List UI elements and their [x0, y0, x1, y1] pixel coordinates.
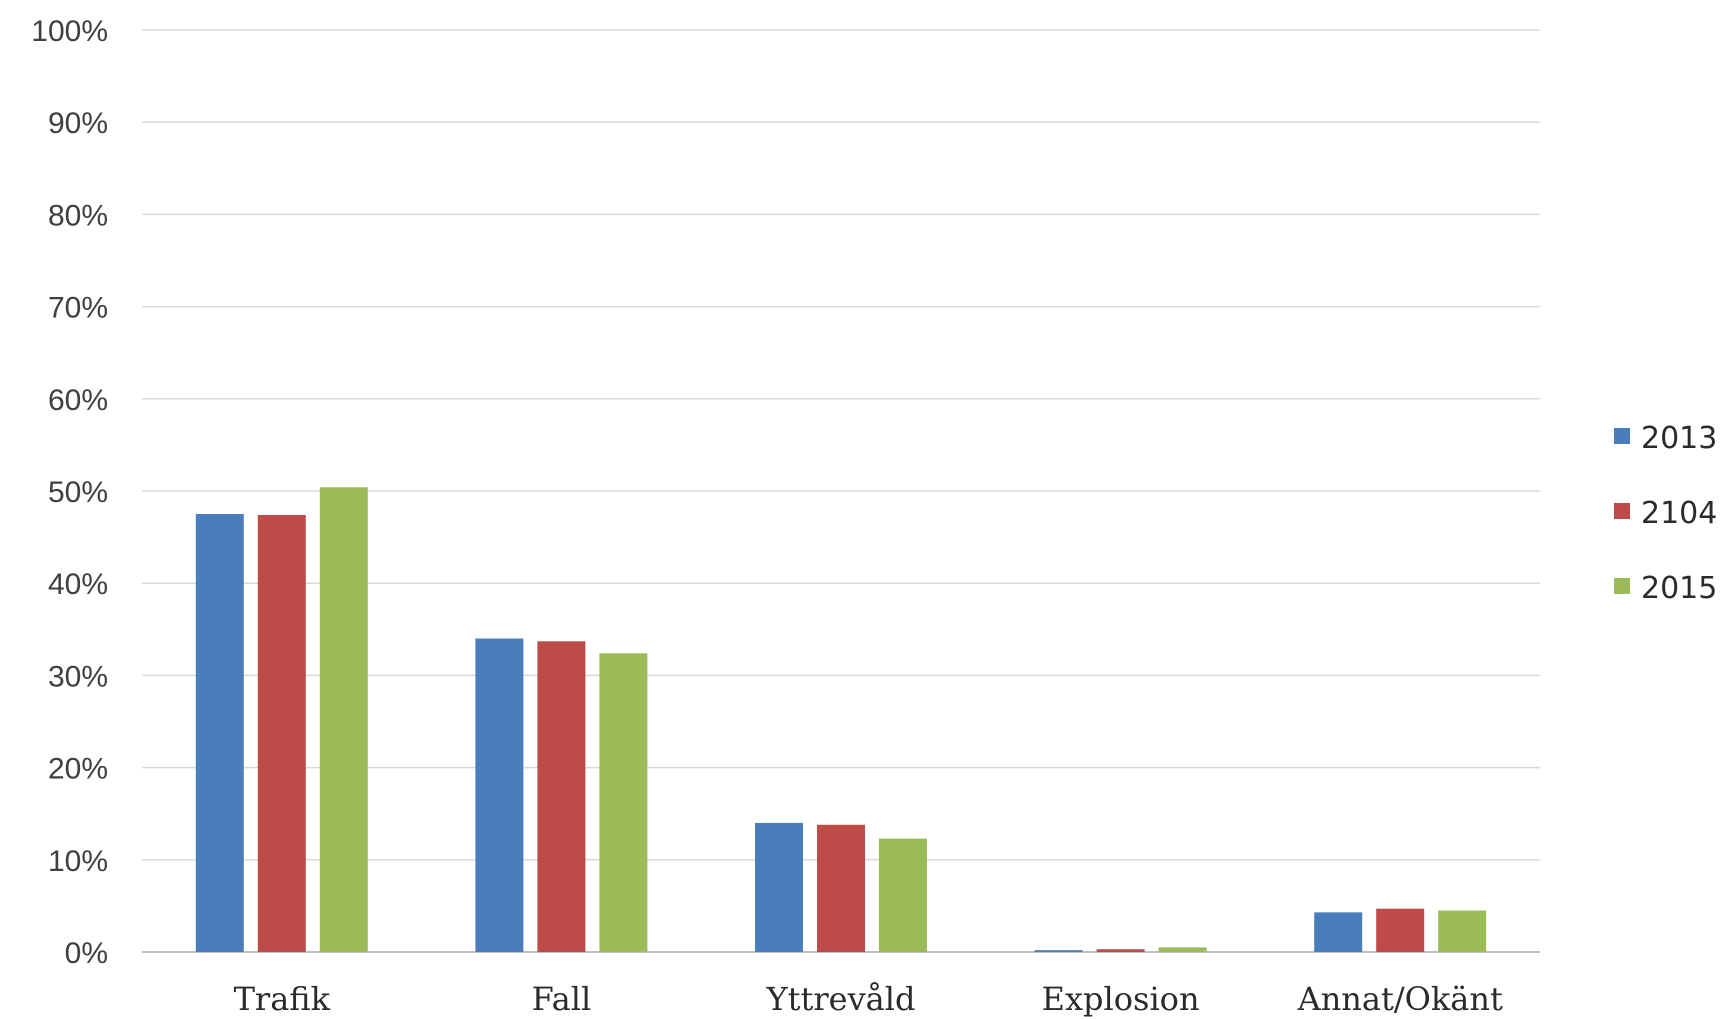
legend-item-2013: 2013 [1614, 421, 1717, 456]
bar-2013-yttrev-ld [755, 822, 803, 952]
y-tick-label: 20% [48, 753, 108, 786]
bars [195, 487, 1487, 952]
bar-2104-annat-ok-nt [1376, 908, 1425, 952]
x-tick-label: Annat/Okänt [1297, 980, 1503, 1018]
y-tick-label: 100% [31, 15, 108, 48]
bar-2104-yttrev-ld [817, 824, 865, 952]
legend-item-2104: 2104 [1614, 496, 1717, 531]
x-tick-label: Fall [532, 980, 592, 1018]
bar-2013-explosion [1034, 950, 1083, 952]
bar-2104-fall [537, 641, 586, 952]
y-tick-label: 50% [48, 476, 108, 509]
legend-item-2015: 2015 [1614, 571, 1717, 606]
legend: 2013 2104 2015 [1614, 421, 1717, 606]
legend-swatch [1614, 503, 1630, 519]
bar-2013-annat-ok-nt [1314, 912, 1363, 952]
y-tick-label: 70% [48, 292, 108, 325]
bar-2015-trafik [319, 487, 368, 952]
x-tick-label: Explosion [1042, 980, 1200, 1018]
y-tick-label: 80% [48, 199, 108, 232]
y-tick-label: 10% [48, 845, 108, 878]
bar-2015-yttrev-ld [879, 838, 927, 952]
y-tick-label: 30% [48, 660, 108, 693]
y-tick-label: 90% [48, 107, 108, 140]
legend-label: 2013 [1641, 421, 1717, 456]
legend-swatch [1614, 428, 1630, 444]
y-tick-label: 60% [48, 384, 108, 417]
y-tick-label: 40% [48, 568, 108, 601]
legend-swatch [1614, 578, 1630, 594]
x-tick-label: Yttrevåld [766, 980, 916, 1018]
bar-2013-fall [475, 638, 524, 952]
legend-label: 2015 [1641, 571, 1717, 606]
bar-2015-fall [599, 653, 648, 952]
grid-lines [142, 29, 1540, 953]
bar-2013-trafik [195, 514, 244, 952]
x-tick-label: Trafik [234, 980, 331, 1018]
legend-label: 2104 [1641, 496, 1717, 531]
bar-2015-explosion [1158, 947, 1207, 952]
y-axis-tick-labels: 0% 10% 20% 30% 40% 50% 60% 70% 80% 90% 100% [31, 15, 108, 970]
bar-2104-explosion [1096, 949, 1145, 952]
y-tick-label: 0% [65, 937, 108, 970]
bar-2015-annat-ok-nt [1438, 910, 1487, 952]
x-axis-tick-labels: Trafik Fall Yttrevåld Explosion Annat/Okänt [234, 980, 1503, 1018]
bar-2104-trafik [257, 514, 306, 952]
